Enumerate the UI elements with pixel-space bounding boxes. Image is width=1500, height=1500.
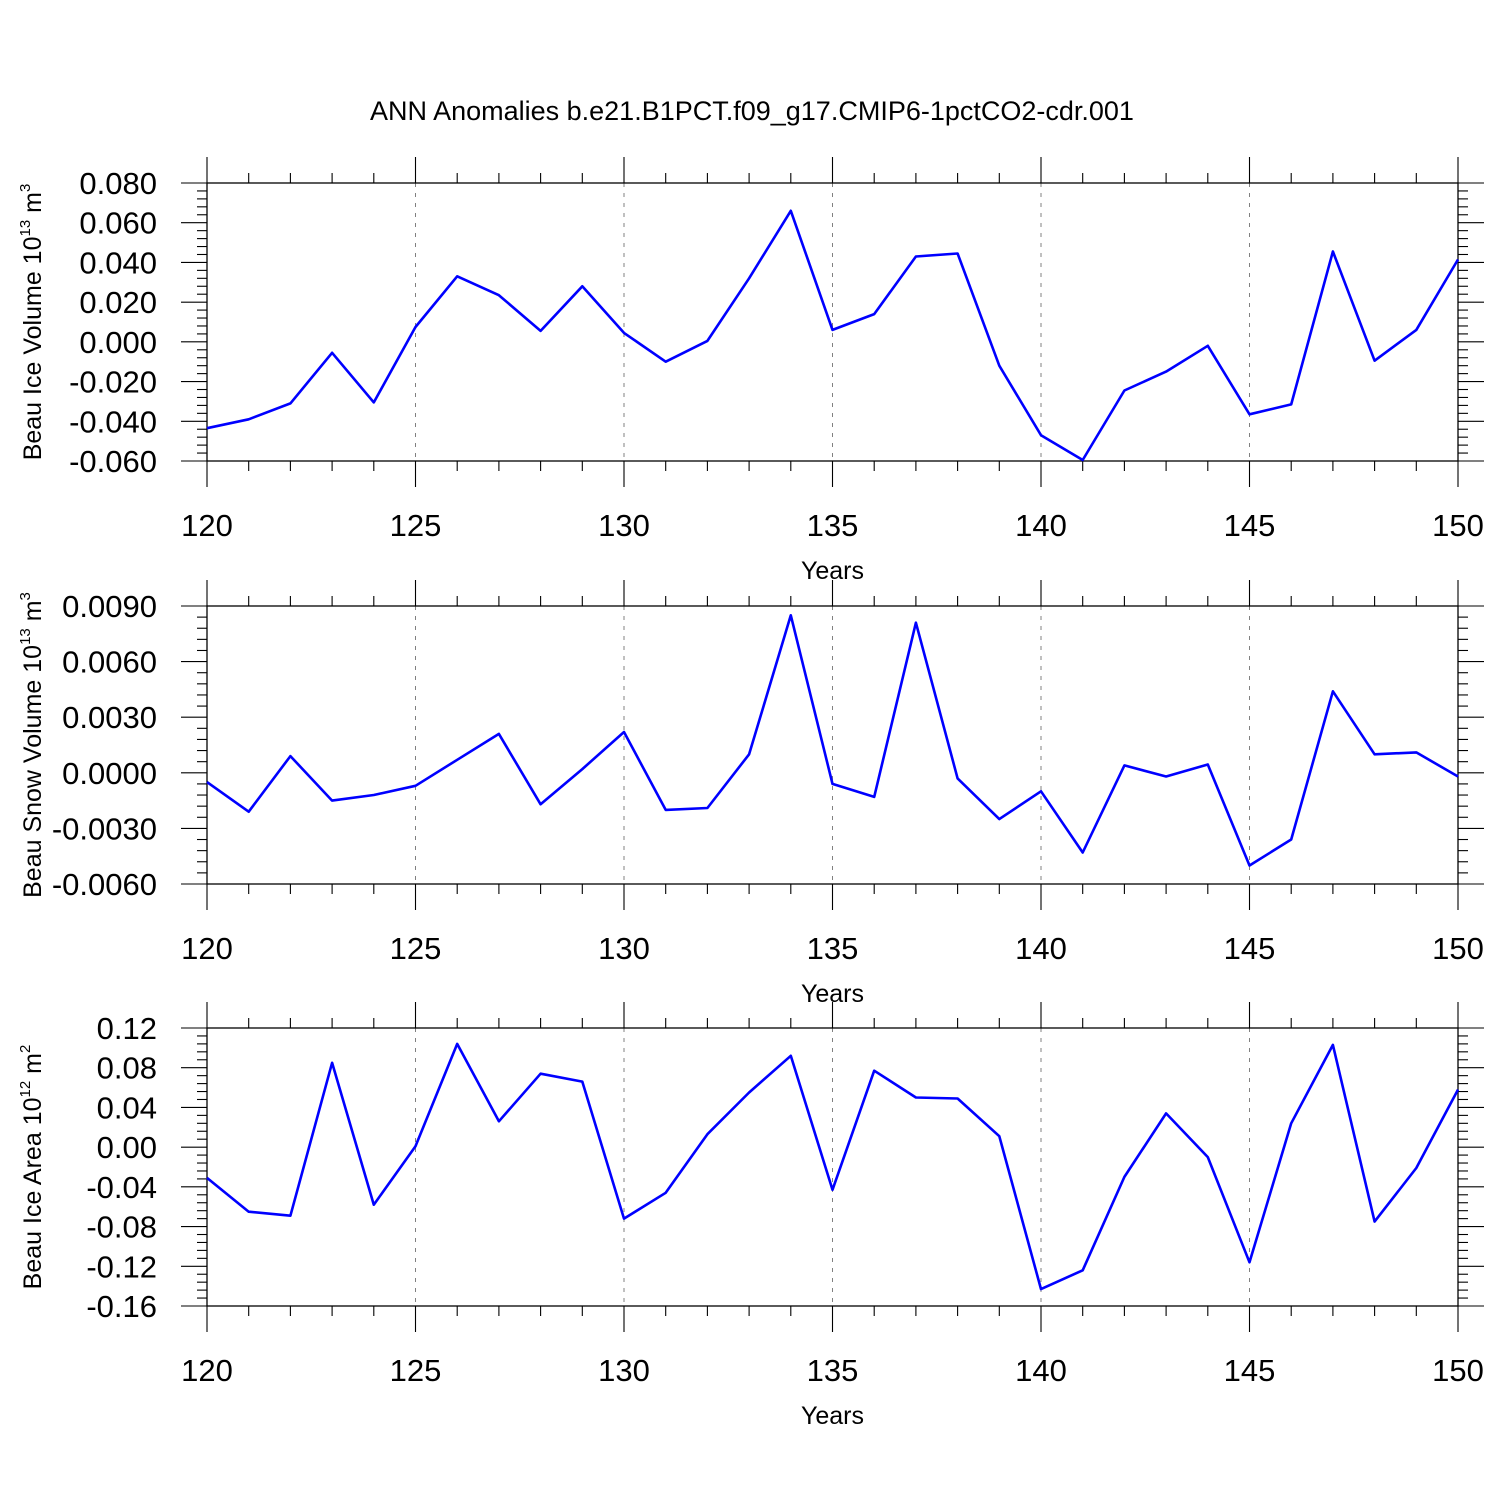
- x-tick-label: 145: [1224, 931, 1276, 966]
- plot-frame: [206, 182, 1459, 462]
- y-axis-label-superscript: 12: [17, 1081, 34, 1098]
- x-tick-label: 145: [1224, 508, 1276, 543]
- x-tick-label: 145: [1224, 1353, 1276, 1388]
- y-tick-label: -0.12: [86, 1249, 157, 1284]
- x-tick-label: 125: [390, 931, 442, 966]
- y-axis-label-text: Beau Snow Volume 10: [19, 645, 47, 898]
- y-tick-label: -0.16: [86, 1289, 157, 1324]
- y-axis-label-superscript: 13: [17, 628, 34, 645]
- x-tick-label: 125: [390, 508, 442, 543]
- x-tick-label: 120: [181, 1353, 233, 1388]
- y-tick-label: 0.0060: [62, 645, 157, 680]
- y-tick-label: -0.060: [69, 444, 157, 479]
- y-tick-label: 0.080: [79, 166, 157, 201]
- y-axis-label-text: Beau Ice Volume 10: [19, 237, 47, 461]
- y-tick-label: 0.0090: [62, 589, 157, 624]
- x-tick-label: 130: [598, 1353, 650, 1388]
- x-tick-label: 150: [1432, 931, 1484, 966]
- x-tick-label: 130: [598, 508, 650, 543]
- chart-panel-1: 120 125 130 135 140 145 150 -0.060 -0.040 -0.020 0…: [17, 157, 1484, 585]
- y-tick-label: -0.04: [86, 1170, 157, 1205]
- y-tick-label: -0.08: [86, 1210, 157, 1245]
- y-axis-label-superscript: 13: [17, 220, 34, 237]
- x-tick-label: 150: [1432, 508, 1484, 543]
- x-tick-label: 135: [807, 1353, 859, 1388]
- y-axis-label-superscript: 3: [17, 592, 34, 600]
- series-line: [206, 613, 1459, 867]
- y-tick-label: 0.00: [97, 1130, 157, 1165]
- y-tick-label: 0.060: [79, 206, 157, 241]
- x-tick-label: 120: [181, 931, 233, 966]
- plot-frame: [206, 605, 1459, 885]
- series-line: [206, 1042, 1460, 1291]
- x-tick-label: 130: [598, 931, 650, 966]
- y-tick-label: 0.04: [97, 1090, 157, 1125]
- y-tick-label: -0.0060: [52, 867, 157, 902]
- y-tick-label: 0.020: [79, 285, 157, 320]
- y-tick-label: 0.08: [97, 1051, 157, 1086]
- chart-panel-2: 120 125 130 135 140 145 150 -0.0060 -0.0030 0.000…: [17, 580, 1484, 1008]
- x-tick-label: 135: [807, 931, 859, 966]
- y-axis-label-text: m: [19, 192, 47, 220]
- y-axis-label-text: Beau Ice Area 10: [19, 1098, 47, 1290]
- y-tick-label: -0.0030: [52, 811, 157, 846]
- chart-panel-3: 120 125 130 135 140 145 150 -0.16 -0.12 -0.08 -0.0…: [17, 1002, 1484, 1430]
- y-axis-label-text: m: [19, 600, 47, 628]
- plot-frame: [206, 1027, 1459, 1307]
- y-tick-label: 0.0000: [62, 756, 157, 791]
- y-tick-label: 0.040: [79, 245, 157, 280]
- panels: 120 125 130 135 140 145 150 -0.060 -0.040 -0.020 0…: [17, 157, 1484, 1430]
- y-tick-label: -0.040: [69, 404, 157, 439]
- x-tick-label: 120: [181, 508, 233, 543]
- x-tick-label: 135: [807, 508, 859, 543]
- y-tick-label: 0.000: [79, 325, 157, 360]
- y-axis-label: Beau Ice Volume 1013 m3: [17, 184, 47, 461]
- y-tick-label: -0.020: [69, 365, 157, 400]
- y-axis-label: Beau Snow Volume 1013 m3: [17, 592, 47, 898]
- y-axis-label-text: m: [19, 1053, 47, 1081]
- x-tick-label: 140: [1015, 508, 1067, 543]
- y-axis-label-superscript: 2: [17, 1045, 34, 1053]
- y-tick-label: 0.12: [97, 1011, 157, 1046]
- y-axis-label-superscript: 3: [17, 184, 34, 192]
- x-tick-label: 125: [390, 1353, 442, 1388]
- y-tick-label: 0.0030: [62, 700, 157, 735]
- x-tick-label: 150: [1432, 1353, 1484, 1388]
- y-axis-label: Beau Ice Area 1012 m2: [17, 1045, 47, 1290]
- series-line: [206, 209, 1460, 462]
- x-tick-label: 140: [1015, 931, 1067, 966]
- x-axis-label: Years: [801, 1402, 864, 1430]
- figure-title: ANN Anomalies b.e21.B1PCT.f09_g17.CMIP6-…: [370, 96, 1134, 126]
- x-tick-label: 140: [1015, 1353, 1067, 1388]
